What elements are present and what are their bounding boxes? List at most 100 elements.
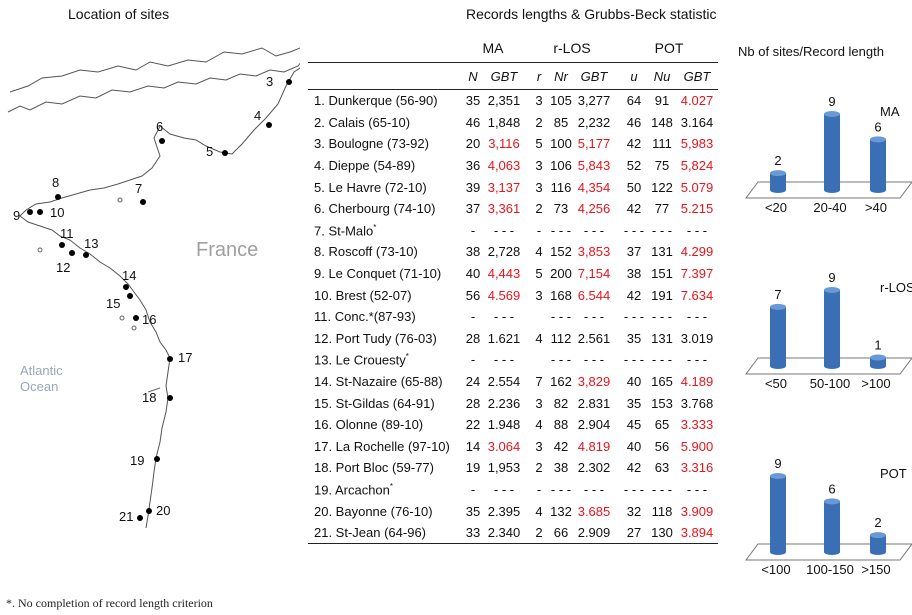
value-cell: 105	[550, 93, 572, 109]
value-cell: 40	[626, 438, 642, 454]
value-cell: -	[470, 481, 476, 497]
site-name-cell: 10. Brest (52-07)	[308, 284, 462, 306]
value-cell: 64	[626, 93, 642, 109]
site-number-label: 13	[84, 236, 98, 251]
site-number-label: 12	[56, 260, 70, 275]
site-name-cell: 3. Boulogne (73-92)	[308, 133, 462, 155]
value-cell: - - -	[651, 309, 673, 325]
chart-title: MA	[880, 104, 900, 119]
table-sub-header: N GBT r Nr GBT u Nu GBT	[308, 62, 718, 90]
site-number-label: 9	[13, 208, 20, 223]
value-cell: 5.079	[680, 179, 714, 195]
site-marker	[286, 79, 292, 85]
bar-value-label: 1	[874, 338, 881, 353]
value-cell: 20	[465, 136, 481, 152]
site-name-cell: 18. Port Bloc (59-77)	[308, 457, 462, 479]
value-cell: 5,843	[577, 158, 611, 174]
bar	[770, 170, 786, 193]
value-cell: 3.019	[680, 330, 714, 346]
site-name-cell: 9. Le Conquet (71-10)	[308, 263, 462, 285]
site-number-label: 3	[266, 74, 273, 89]
col-header: GBT	[484, 62, 524, 90]
site-marker	[127, 293, 133, 299]
value-cell: 66	[548, 521, 574, 545]
value-cell: 46	[626, 114, 642, 130]
value-cell: 24	[465, 374, 481, 390]
bar-value-label: 7	[774, 287, 781, 302]
bar	[770, 303, 786, 369]
value-cell: 2.554	[487, 374, 521, 390]
value-cell: 2	[535, 460, 543, 476]
bar-category-label: <50	[765, 376, 787, 391]
value-cell: 1.948	[487, 417, 521, 433]
site-name-cell: 5. Le Havre (72-10)	[308, 176, 462, 198]
footnote-marker: *	[373, 222, 377, 232]
site-name: 17. La Rochelle (97-10)	[314, 438, 450, 454]
bar-bottom	[870, 549, 886, 555]
site-name-cell: 11. Conc.*(87-93)	[308, 306, 462, 328]
value-cell: 4.027	[680, 93, 714, 109]
value-cell: - - -	[686, 352, 708, 368]
value-cell: 5	[535, 136, 543, 152]
value-cell: 122	[651, 179, 673, 195]
value-cell: 4	[535, 417, 543, 433]
value-cell: - - -	[583, 222, 605, 238]
site-number-label: 11	[60, 226, 74, 241]
group-header-pot: POT	[620, 34, 718, 63]
site-name: 4. Dieppe (54-89)	[314, 158, 416, 174]
value-cell: - - -	[686, 309, 708, 325]
table-row: 15. St-Gildas (64-91) 28 2.236 3 82 2.831 35 15…	[308, 392, 718, 414]
value-cell: 3,361	[487, 201, 521, 217]
value-cell: 2.395	[487, 503, 521, 519]
value-cell: 2	[530, 521, 548, 545]
value-cell: 88	[553, 417, 569, 433]
value-cell: 85	[553, 114, 569, 130]
bar-body	[870, 357, 886, 366]
bar-value-label: 6	[828, 481, 835, 496]
value-cell: 2,351	[487, 93, 521, 109]
value-cell: 2,232	[577, 114, 611, 130]
site-name: 15. St-Gildas (64-91)	[314, 395, 435, 411]
chart-floor	[745, 357, 912, 375]
value-cell: -	[470, 222, 476, 238]
value-cell: -	[470, 309, 476, 325]
value-cell: 35	[465, 503, 481, 519]
value-cell: -	[536, 481, 542, 497]
site-name: 9. Le Conquet (71-10)	[314, 266, 442, 282]
value-cell: 4,256	[577, 201, 611, 217]
ocean-label-line1: Atlantic	[20, 363, 63, 378]
value-cell: 35	[626, 330, 642, 346]
site-marker	[146, 508, 152, 514]
value-cell: - - -	[623, 352, 645, 368]
value-cell: 5,983	[680, 136, 714, 152]
value-cell: 2.561	[577, 330, 611, 346]
site-name: 8. Roscoff (73-10)	[314, 244, 418, 260]
value-cell: 33	[462, 521, 484, 545]
value-cell	[530, 306, 548, 328]
bar-category-label: >150	[861, 562, 890, 577]
site-marker	[123, 284, 129, 290]
bar-category-label: <20	[765, 200, 787, 215]
value-cell: 7.634	[680, 287, 714, 303]
value-cell: 131	[651, 330, 673, 346]
site-name-cell: 4. Dieppe (54-89)	[308, 155, 462, 177]
value-cell: 2,728	[487, 244, 521, 260]
site-name: 2. Calais (65-10)	[314, 114, 411, 130]
site-name-cell: 12. Port Tudy (76-03)	[308, 328, 462, 350]
bar	[870, 354, 886, 369]
value-cell: 37	[626, 244, 642, 260]
site-number-label: 5	[206, 144, 213, 159]
bar-body	[824, 501, 840, 552]
table-row: 14. St-Nazaire (65-88) 24 2.554 7 162 3,829 40…	[308, 371, 718, 393]
site-name: 12. Port Tudy (76-03)	[314, 330, 437, 346]
value-cell: 4.299	[680, 244, 714, 260]
value-cell: 3	[535, 93, 543, 109]
record-length-chart-ma: MA 2 <20 9 20-40 6 >40	[745, 94, 912, 215]
value-cell: 3,853	[577, 244, 611, 260]
value-cell: 3.064	[487, 438, 521, 454]
site-name-cell: 17. La Rochelle (97-10)	[308, 436, 462, 458]
site-name: 5. Le Havre (72-10)	[314, 179, 427, 195]
bar-body	[770, 306, 786, 366]
value-cell: 7,154	[577, 266, 611, 282]
site-number-label: 19	[130, 453, 144, 468]
